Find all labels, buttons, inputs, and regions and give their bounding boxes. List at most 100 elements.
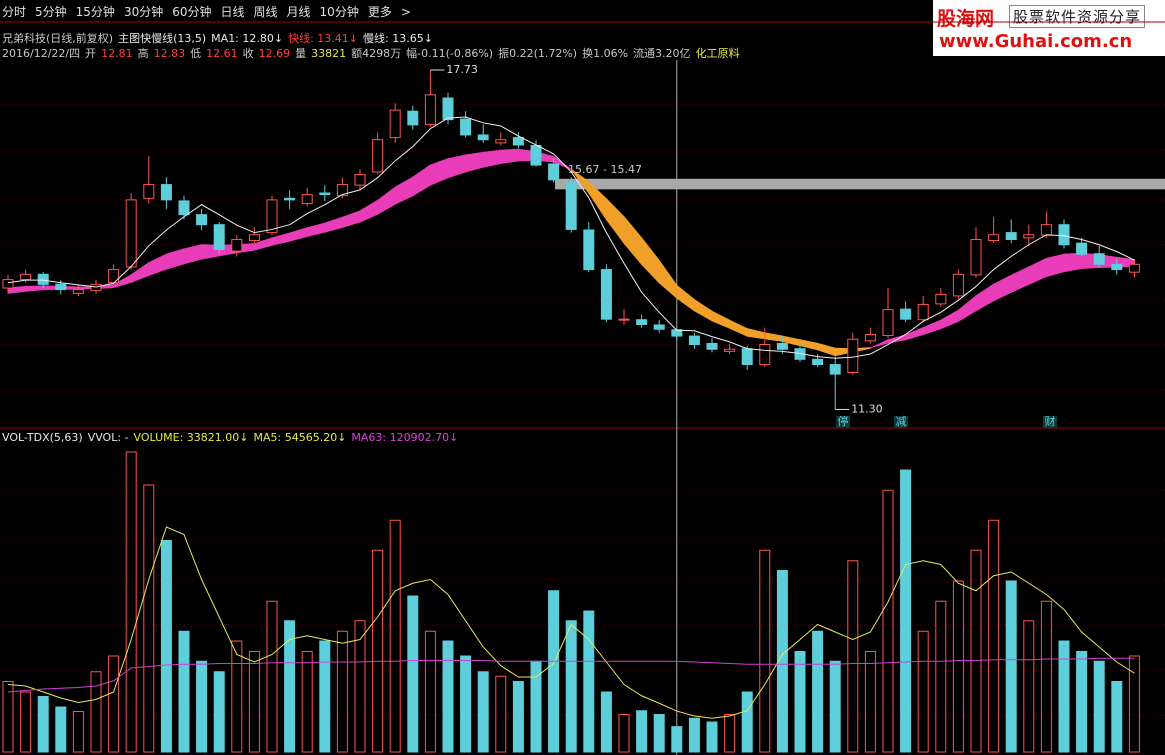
toolbar-item[interactable]: 更多 <box>367 5 392 19</box>
info-item: 慢线: 13.65↓ <box>363 32 433 45</box>
candle-body <box>1128 263 1140 273</box>
info-line-2: 2016/12/22/四开 12.81 高 12.83 低 12.61 收 12.69 量 338… <box>2 45 745 61</box>
candle-body <box>583 229 595 271</box>
volume-bar <box>741 691 753 753</box>
volume-bar <box>319 640 331 753</box>
candle-body <box>372 139 384 173</box>
volume-bar <box>266 600 278 753</box>
candle-body <box>424 94 436 125</box>
marker: 停 <box>838 414 849 428</box>
ma-band <box>993 274 1012 302</box>
volume-bar <box>1111 681 1123 753</box>
volume-bar <box>37 696 49 753</box>
volume-bar <box>301 651 313 753</box>
info-item: 量 <box>295 47 307 60</box>
volume-bar <box>284 620 296 753</box>
volume-bar <box>72 711 84 753</box>
ma-band <box>165 248 185 270</box>
volume-bar <box>1093 660 1105 753</box>
ma-band <box>25 285 44 292</box>
low-label: 11.30 <box>851 402 883 415</box>
volume-bar <box>618 714 630 753</box>
candle-body <box>37 273 49 285</box>
toolbar-item[interactable]: 周线 <box>253 5 278 19</box>
toolbar-item[interactable]: 30分钟 <box>123 5 164 19</box>
volume-bar <box>248 651 260 753</box>
candle-body <box>688 335 700 346</box>
volume-bar <box>407 595 419 753</box>
candle-body <box>301 194 313 205</box>
volume-bar <box>512 681 524 753</box>
candle-body <box>706 342 718 350</box>
volume-ma-line <box>7 526 1135 719</box>
ma-band <box>1063 252 1083 273</box>
ma-band <box>324 216 343 233</box>
volume-bar <box>970 549 982 753</box>
ma-band <box>377 186 396 215</box>
marker-box <box>1043 416 1057 428</box>
info-item: 快线: 13.41↓ <box>288 32 359 45</box>
ma-band <box>289 227 308 242</box>
info-item: MA5: 54565.20↓ <box>253 431 347 444</box>
toolbar-item[interactable]: 10分钟 <box>319 5 359 19</box>
ma-band <box>482 149 502 168</box>
ma-band <box>729 319 748 337</box>
candle-body <box>829 364 841 375</box>
ma-band <box>764 332 783 342</box>
volume-bar <box>900 469 912 753</box>
ma-band <box>465 151 484 173</box>
price-zone <box>555 178 1165 190</box>
ma-band <box>711 310 731 329</box>
ma-band <box>693 298 713 322</box>
candle-body <box>847 338 859 373</box>
candle-body <box>55 283 67 291</box>
volume-legend: VOL-TDX(5,63) VVOL: - VOLUME: 33821.00↓ MA5… <box>2 431 463 444</box>
candle-body <box>1023 234 1035 239</box>
ma-band <box>676 284 695 312</box>
toolbar-item[interactable]: 分时 <box>2 5 27 19</box>
volume-bar <box>125 451 137 753</box>
candle-body <box>2 279 14 289</box>
ma-band <box>412 164 431 197</box>
candle-body <box>442 97 454 121</box>
candle-body <box>900 308 912 320</box>
volume-bar <box>160 540 172 753</box>
toolbar-item[interactable]: 日线 <box>220 5 245 19</box>
volume-bar <box>653 714 665 753</box>
ma-band <box>394 176 414 205</box>
volume-bar <box>952 580 964 753</box>
ma-band <box>922 319 942 336</box>
volume-bar <box>548 590 560 753</box>
volume-bar <box>847 560 859 753</box>
volume-bar <box>336 630 348 753</box>
candle-body <box>460 118 472 136</box>
info-item: 高 <box>137 47 149 60</box>
toolbar-item[interactable]: 月线 <box>286 5 311 19</box>
candle-body <box>1058 224 1070 246</box>
info-item: 低 <box>190 47 202 60</box>
info-item: 化工原料 <box>695 47 740 60</box>
ma-band <box>658 259 678 300</box>
candle-body <box>812 358 824 366</box>
ma-band <box>447 154 467 179</box>
info-item: 兄弟科技(日线,前复权) <box>2 32 114 45</box>
volume-bar <box>495 675 507 753</box>
toolbar-item[interactable]: > <box>400 5 411 19</box>
volume-bar <box>372 549 384 753</box>
volume-bar <box>917 630 929 753</box>
volume-bar <box>829 660 841 753</box>
volume-bar <box>794 651 806 753</box>
volume-bar <box>565 620 577 753</box>
candle-body <box>196 214 208 226</box>
marker: 减 <box>896 415 907 428</box>
volume-bar <box>935 600 947 753</box>
ma-band <box>183 244 203 265</box>
ma-band <box>359 199 379 223</box>
volume-bar <box>108 655 120 753</box>
toolbar-item[interactable]: 60分钟 <box>172 5 212 19</box>
toolbar-item[interactable]: 15分钟 <box>75 5 115 19</box>
volume-bar <box>389 519 401 753</box>
toolbar-item[interactable]: 5分钟 <box>35 5 67 19</box>
